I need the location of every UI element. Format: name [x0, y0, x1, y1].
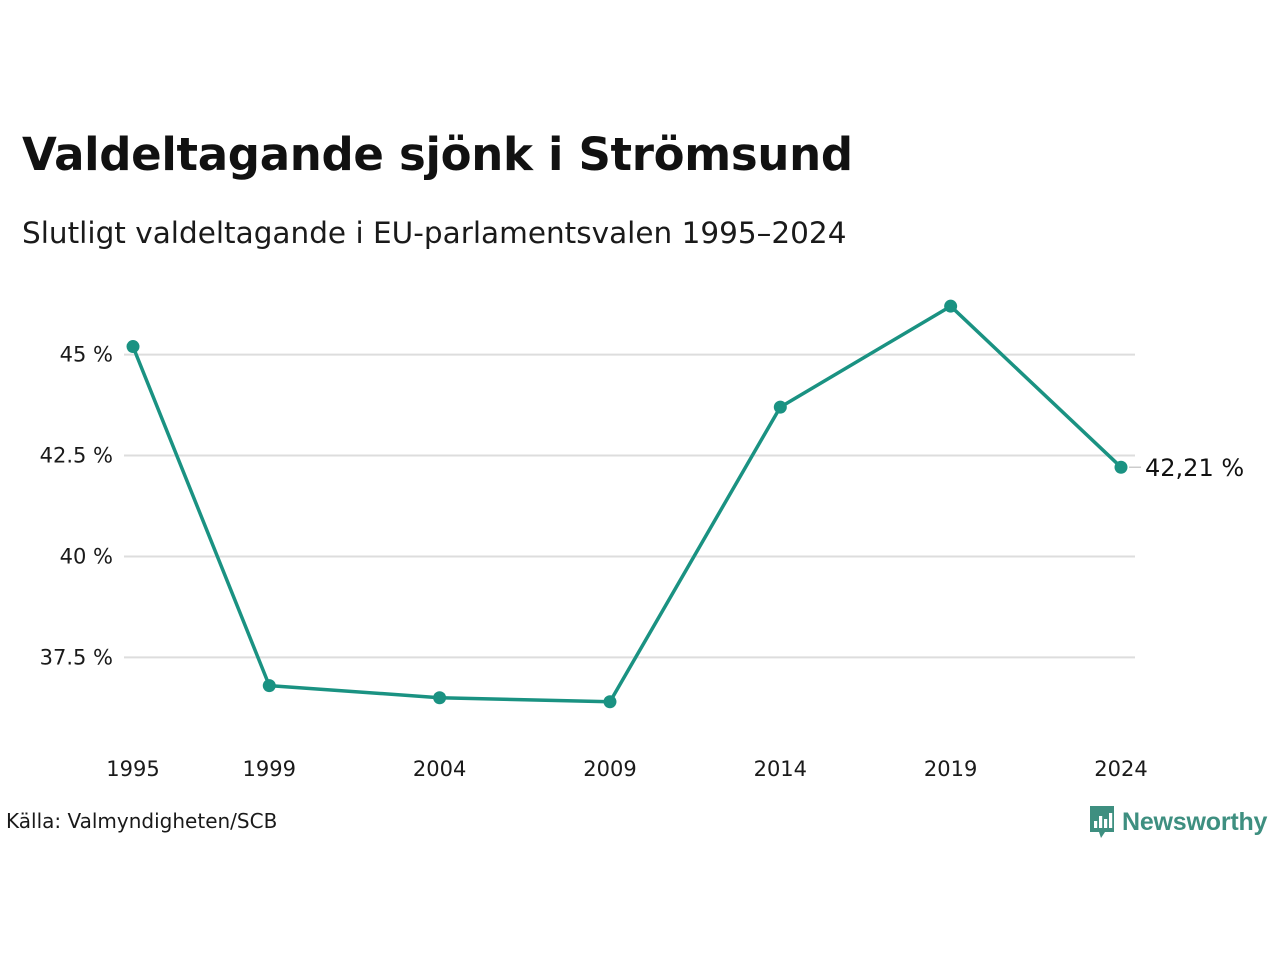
data-point [773, 400, 787, 414]
data-point [262, 679, 276, 693]
data-point [433, 691, 447, 705]
data-point [1114, 460, 1128, 474]
chart-title: Valdeltagande sjönk i Strömsund [22, 128, 853, 181]
x-tick-label: 1999 [243, 757, 296, 781]
data-point [944, 299, 958, 313]
brand-logo: Newsworthy [1088, 802, 1267, 842]
y-tick-label: 37.5 % [40, 645, 113, 669]
y-tick-label: 42.5 % [40, 444, 113, 468]
x-tick-label: 2004 [413, 757, 466, 781]
x-axis-tick-labels: 1995 1999 2004 2009 2014 2019 2024 [106, 757, 1147, 781]
annotations: 42,21 % [1129, 454, 1244, 482]
x-tick-label: 1995 [106, 757, 159, 781]
brand-name: Newsworthy [1122, 807, 1268, 836]
x-tick-label: 2024 [1094, 757, 1147, 781]
y-axis-tick-labels: 37.5 % 40 % 42.5 % 45 % [40, 343, 113, 670]
y-tick-label: 45 % [60, 343, 113, 367]
data-point [603, 695, 617, 709]
y-tick-label: 40 % [60, 544, 113, 568]
source-note: Källa: Valmyndigheten/SCB [6, 809, 278, 833]
x-tick-label: 2019 [924, 757, 977, 781]
series [126, 299, 1128, 709]
x-tick-label: 2009 [583, 757, 636, 781]
grid-lines [124, 353, 1135, 659]
bar-chart-speech-bubble-icon [1090, 806, 1114, 838]
data-point [126, 340, 140, 354]
series-line [131, 304, 1123, 704]
chart-subtitle: Slutligt valdeltagande i EU-parlamentsva… [22, 216, 847, 250]
x-tick-label: 2014 [754, 757, 807, 781]
last-value-label: 42,21 % [1145, 454, 1244, 482]
